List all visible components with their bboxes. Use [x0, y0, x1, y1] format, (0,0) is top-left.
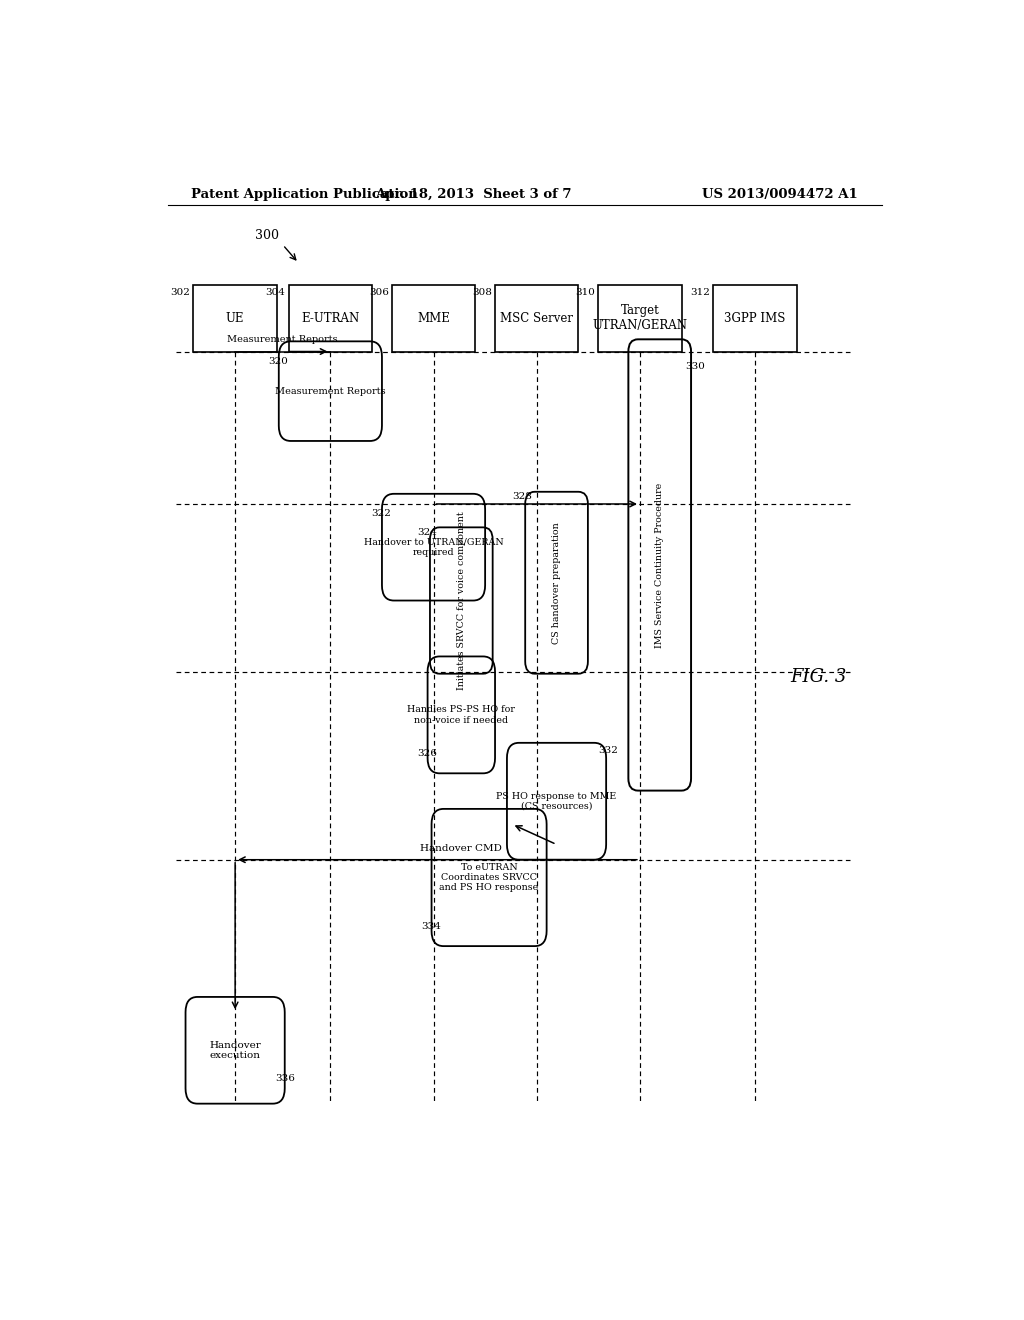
Text: UE: UE [226, 312, 245, 325]
Text: 304: 304 [265, 289, 286, 297]
Bar [714, 285, 797, 351]
Text: 334: 334 [421, 921, 441, 931]
Text: FIG. 3: FIG. 3 [791, 668, 847, 686]
Bar [392, 285, 475, 351]
Text: E-UTRAN: E-UTRAN [301, 312, 359, 325]
Text: Initiates SRVCC for voice component: Initiates SRVCC for voice component [457, 511, 466, 690]
Text: 306: 306 [369, 289, 389, 297]
Text: 310: 310 [575, 289, 595, 297]
Text: 332: 332 [598, 746, 618, 755]
Text: Target
UTRAN/GERAN: Target UTRAN/GERAN [592, 305, 687, 333]
Text: CS handover preparation: CS handover preparation [552, 521, 561, 644]
Text: Handover to UTRAN/GERAN
required: Handover to UTRAN/GERAN required [364, 537, 504, 557]
Text: Handover
execution: Handover execution [209, 1040, 261, 1060]
Text: PS HO response to MME
(CS resources): PS HO response to MME (CS resources) [497, 792, 616, 810]
Bar [598, 285, 682, 351]
Bar [495, 285, 579, 351]
Text: To eUTRAN
Coordinates SRVCC
and PS HO response: To eUTRAN Coordinates SRVCC and PS HO re… [439, 862, 539, 892]
Text: Measurement Reports: Measurement Reports [275, 387, 386, 396]
Bar [194, 285, 276, 351]
Text: Measurement Reports: Measurement Reports [227, 335, 338, 345]
Text: 3GPP IMS: 3GPP IMS [724, 312, 785, 325]
Text: US 2013/0094472 A1: US 2013/0094472 A1 [702, 189, 858, 202]
Text: 326: 326 [417, 748, 437, 758]
Text: Handover CMD: Handover CMD [421, 843, 502, 853]
Text: 320: 320 [268, 356, 289, 366]
Text: MSC Server: MSC Server [500, 312, 573, 325]
Text: Patent Application Publication: Patent Application Publication [191, 189, 418, 202]
Text: MME: MME [417, 312, 450, 325]
Text: 336: 336 [275, 1074, 295, 1084]
Text: IMS Service Continuity Procedure: IMS Service Continuity Procedure [655, 482, 665, 648]
Text: 300: 300 [255, 230, 279, 242]
Text: 322: 322 [372, 510, 391, 517]
Text: 302: 302 [170, 289, 190, 297]
Text: 324: 324 [417, 528, 437, 536]
Text: 330: 330 [685, 362, 706, 371]
Text: 328: 328 [512, 492, 532, 500]
Bar [289, 285, 372, 351]
Text: Handles PS-PS HO for
non-voice if needed: Handles PS-PS HO for non-voice if needed [408, 705, 515, 725]
Text: Apr. 18, 2013  Sheet 3 of 7: Apr. 18, 2013 Sheet 3 of 7 [375, 189, 571, 202]
Text: 312: 312 [690, 289, 710, 297]
Text: 308: 308 [472, 289, 492, 297]
